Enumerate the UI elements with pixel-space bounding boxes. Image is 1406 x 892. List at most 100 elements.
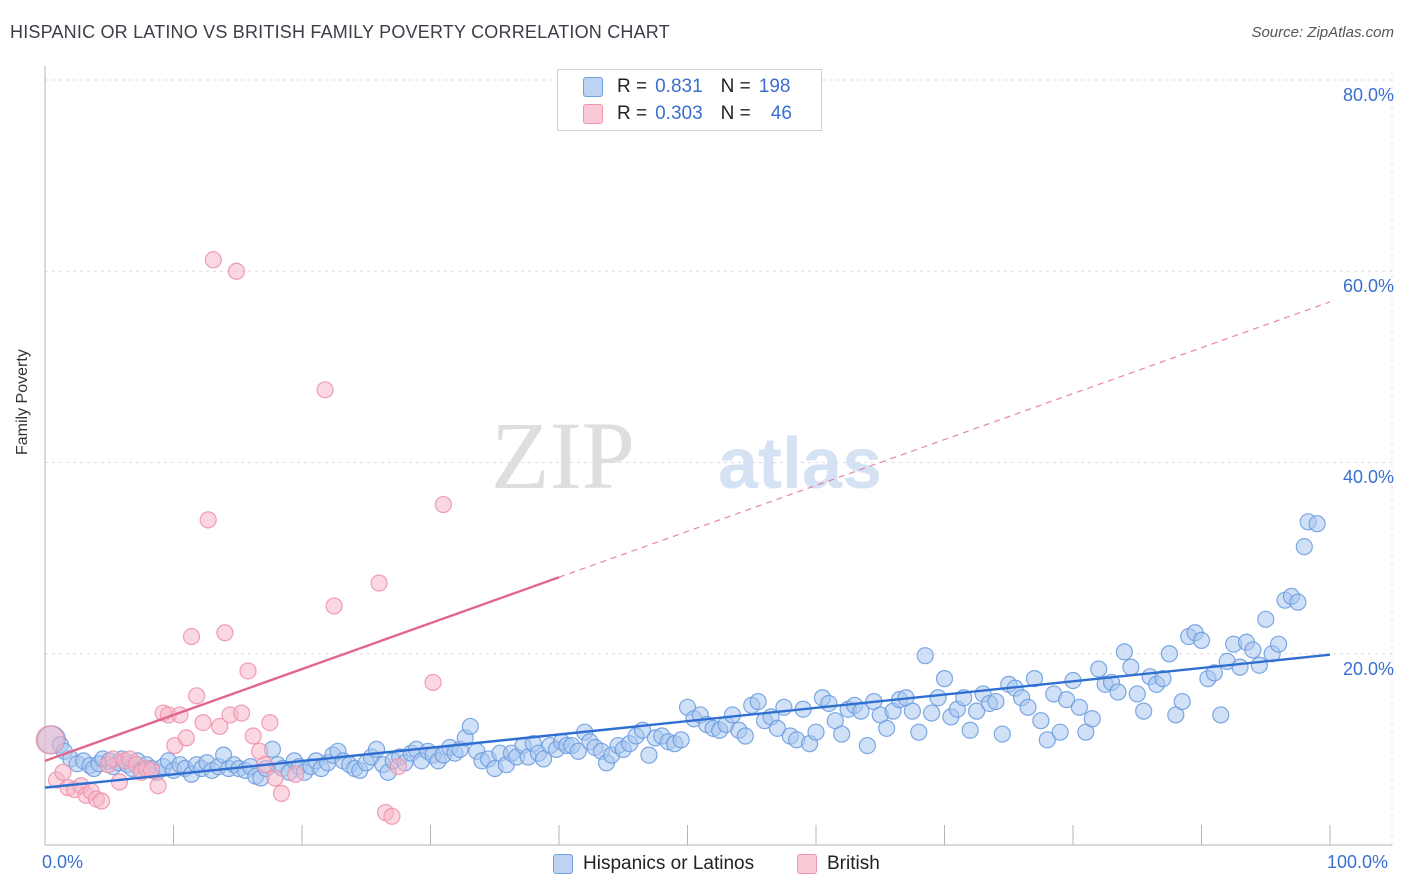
british-point <box>233 704 251 722</box>
hispanic-point <box>1173 692 1191 711</box>
y-tick-label-80: 80.0% <box>1342 85 1394 105</box>
hispanic-point <box>993 725 1011 743</box>
bottom-legend-hispanic: Hispanics or Latinos <box>553 852 754 876</box>
hispanic-point <box>1090 660 1108 678</box>
hispanic-point <box>903 702 921 720</box>
hispanic-point <box>1257 610 1275 628</box>
hispanic-point <box>1250 656 1268 674</box>
legend-row-british: R = 0.303 N = 46 <box>583 102 792 126</box>
legend-swatch-british <box>583 104 603 124</box>
bottom-legend-british: British <box>797 852 880 876</box>
british-point <box>211 717 229 736</box>
british-point <box>177 729 195 747</box>
hispanic-point <box>1308 515 1326 533</box>
hispanic-point <box>1083 710 1101 728</box>
hispanic-point <box>569 742 587 760</box>
hispanic-point <box>1135 702 1153 720</box>
hispanic-point <box>1212 706 1230 724</box>
british-point <box>110 773 129 791</box>
chart-title: HISPANIC OR LATINO VS BRITISH FAMILY POV… <box>10 22 670 42</box>
legend-r-value: 0.303 <box>655 103 703 124</box>
hispanic-point <box>820 694 838 713</box>
hispanic-point <box>1032 712 1050 730</box>
hispanic-point <box>1109 683 1127 701</box>
hispanic-point <box>1115 643 1134 661</box>
legend-n-label: N = <box>720 76 751 97</box>
data-points <box>35 251 1326 825</box>
hispanic-point <box>961 721 979 739</box>
x-tick-label-0: 0.0% <box>42 852 84 872</box>
british-point <box>143 761 161 780</box>
british-point <box>389 757 407 776</box>
hispanic-point <box>749 692 767 711</box>
hispanic-point <box>1038 731 1056 749</box>
british-point <box>149 777 167 795</box>
hispanic-point <box>1051 723 1069 741</box>
hispanic-trend-line <box>44 653 1331 789</box>
hispanic-point <box>736 727 754 745</box>
british-point <box>199 511 217 529</box>
hispanic-point <box>1244 641 1262 659</box>
british-point <box>216 624 234 642</box>
british-point <box>35 725 65 755</box>
hispanic-point <box>1070 698 1089 716</box>
hispanic-point <box>1289 593 1307 611</box>
british-point <box>182 627 201 646</box>
british-point <box>194 713 212 732</box>
british-point <box>383 807 401 825</box>
british-point <box>370 574 388 592</box>
bottom-legend-label-british: British <box>827 853 880 874</box>
hispanic-point <box>858 736 877 755</box>
hispanic-point <box>923 704 941 722</box>
y-tick-label-40: 40.0% <box>1342 467 1394 487</box>
hispanic-point <box>910 723 928 741</box>
source-label: Source: ZipAtlas.com <box>1251 24 1394 41</box>
hispanic-point <box>768 719 787 737</box>
hispanic-point <box>1019 698 1037 716</box>
hispanic-point <box>968 702 986 720</box>
hispanic-point <box>672 731 690 749</box>
british-point <box>92 792 111 810</box>
hispanic-point <box>878 719 896 737</box>
hispanic-point <box>1231 658 1249 676</box>
legend-r-label: R = <box>617 76 648 97</box>
hispanic-point <box>935 670 954 688</box>
watermark-atlas: atlas <box>718 424 882 504</box>
hispanic-point <box>1205 664 1223 682</box>
hispanic-point <box>807 723 825 741</box>
bottom-legend-label-hispanic: Hispanics or Latinos <box>583 853 755 874</box>
legend-swatch-hispanic <box>583 77 603 97</box>
british-point <box>204 251 222 269</box>
hispanic-point <box>1025 670 1044 688</box>
british-trend-extension <box>558 301 1331 578</box>
bottom-legend-swatch-british <box>797 854 817 874</box>
hispanic-point <box>1192 631 1211 649</box>
british-point <box>316 381 334 399</box>
hispanic-point <box>1269 635 1288 653</box>
hispanic-point <box>461 717 479 736</box>
y-tick-label-20: 20.0% <box>1342 659 1394 679</box>
hispanic-point <box>1160 645 1178 663</box>
hispanic-point <box>833 725 851 743</box>
british-point <box>244 727 262 745</box>
legend-n-label: N = <box>720 103 751 124</box>
hispanic-point <box>1057 691 1076 709</box>
hispanic-point <box>929 689 947 707</box>
hispanic-point <box>640 746 658 764</box>
axes <box>44 66 1392 846</box>
legend-n-value: 198 <box>758 76 791 97</box>
british-point <box>266 769 284 787</box>
british-point <box>325 597 343 615</box>
british-point <box>434 495 452 514</box>
hispanic-point <box>1128 685 1146 703</box>
british-point <box>272 784 291 802</box>
hispanic-point <box>1295 538 1313 556</box>
hispanic-point <box>1122 658 1140 676</box>
british-point <box>239 662 257 680</box>
hispanic-point <box>987 692 1005 711</box>
legend-n-value: 46 <box>770 103 792 124</box>
y-tick-label-60: 60.0% <box>1342 276 1394 296</box>
bottom-legend-swatch-hispanic <box>553 854 573 874</box>
legend-r-label: R = <box>617 103 648 124</box>
